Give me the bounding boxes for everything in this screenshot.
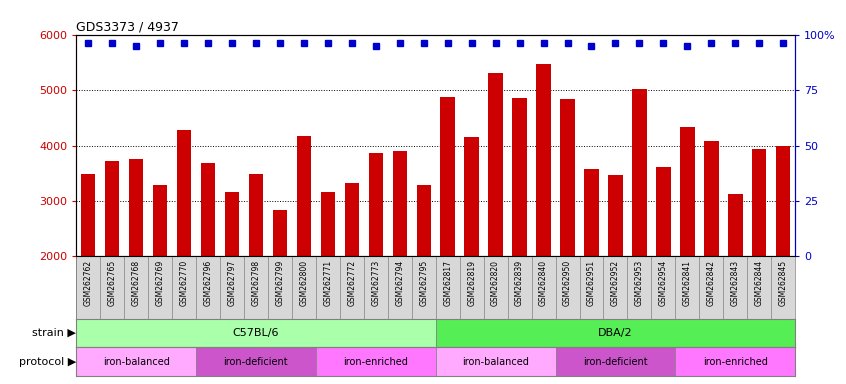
Bar <box>656 167 671 367</box>
Bar <box>416 185 431 367</box>
Bar <box>536 64 551 367</box>
Bar <box>680 127 695 367</box>
Text: C57BL/6: C57BL/6 <box>233 328 279 338</box>
Text: GSM262954: GSM262954 <box>659 260 667 306</box>
Bar <box>441 97 455 367</box>
Text: GSM262950: GSM262950 <box>563 260 572 306</box>
Text: GDS3373 / 4937: GDS3373 / 4937 <box>76 20 179 33</box>
Text: GSM262765: GSM262765 <box>107 260 117 306</box>
Bar <box>177 130 191 367</box>
Bar <box>776 146 790 367</box>
Bar <box>321 192 335 367</box>
Bar <box>249 174 263 367</box>
Text: GSM262762: GSM262762 <box>84 260 92 306</box>
Text: GSM262769: GSM262769 <box>156 260 164 306</box>
Text: GSM262951: GSM262951 <box>587 260 596 306</box>
Bar <box>344 183 359 367</box>
Text: GSM262842: GSM262842 <box>707 260 716 306</box>
Text: GSM262768: GSM262768 <box>132 260 140 306</box>
Bar <box>297 136 311 367</box>
Bar <box>728 194 743 367</box>
Bar <box>316 348 436 376</box>
Text: GSM262845: GSM262845 <box>779 260 788 306</box>
Text: GSM262796: GSM262796 <box>204 260 212 306</box>
Text: GSM262844: GSM262844 <box>755 260 764 306</box>
Bar <box>201 163 215 367</box>
Bar <box>153 185 168 367</box>
Text: GSM262820: GSM262820 <box>492 260 500 306</box>
Text: GSM262819: GSM262819 <box>467 260 476 306</box>
Bar <box>488 73 503 367</box>
Bar <box>76 348 196 376</box>
Bar <box>556 348 675 376</box>
Text: GSM262841: GSM262841 <box>683 260 692 306</box>
Text: iron-balanced: iron-balanced <box>462 357 529 367</box>
Text: GSM262794: GSM262794 <box>395 260 404 306</box>
Bar <box>585 169 599 367</box>
Text: GSM262798: GSM262798 <box>251 260 261 306</box>
Text: iron-enriched: iron-enriched <box>703 357 768 367</box>
Text: GSM262773: GSM262773 <box>371 260 380 306</box>
Bar <box>436 319 795 348</box>
Text: GSM262843: GSM262843 <box>731 260 739 306</box>
Bar <box>752 149 766 367</box>
Text: GSM262800: GSM262800 <box>299 260 308 306</box>
Text: iron-deficient: iron-deficient <box>583 357 648 367</box>
Text: GSM262952: GSM262952 <box>611 260 620 306</box>
Text: iron-balanced: iron-balanced <box>102 357 169 367</box>
Text: GSM262771: GSM262771 <box>323 260 332 306</box>
Bar <box>76 319 436 348</box>
Text: GSM262772: GSM262772 <box>348 260 356 306</box>
Bar <box>196 348 316 376</box>
Bar <box>81 174 96 367</box>
Text: GSM262795: GSM262795 <box>420 260 428 306</box>
Text: GSM262817: GSM262817 <box>443 260 452 306</box>
Bar <box>369 153 383 367</box>
Text: GSM262797: GSM262797 <box>228 260 236 306</box>
Bar <box>632 89 646 367</box>
Bar <box>436 348 556 376</box>
Bar <box>272 210 287 367</box>
Text: GSM262840: GSM262840 <box>539 260 548 306</box>
Bar <box>464 137 479 367</box>
Bar <box>129 159 143 367</box>
Text: strain ▶: strain ▶ <box>32 328 76 338</box>
Bar <box>608 175 623 367</box>
Text: GSM262839: GSM262839 <box>515 260 524 306</box>
Text: iron-enriched: iron-enriched <box>343 357 409 367</box>
Bar <box>513 98 527 367</box>
Text: protocol ▶: protocol ▶ <box>19 357 76 367</box>
Bar <box>560 99 574 367</box>
Text: GSM262770: GSM262770 <box>179 260 189 306</box>
Text: DBA/2: DBA/2 <box>598 328 633 338</box>
Text: GSM262953: GSM262953 <box>635 260 644 306</box>
Bar <box>105 161 119 367</box>
Text: GSM262799: GSM262799 <box>276 260 284 306</box>
Bar <box>675 348 795 376</box>
Bar <box>704 141 718 367</box>
Text: iron-deficient: iron-deficient <box>223 357 288 367</box>
Bar <box>393 151 407 367</box>
Bar <box>225 192 239 367</box>
